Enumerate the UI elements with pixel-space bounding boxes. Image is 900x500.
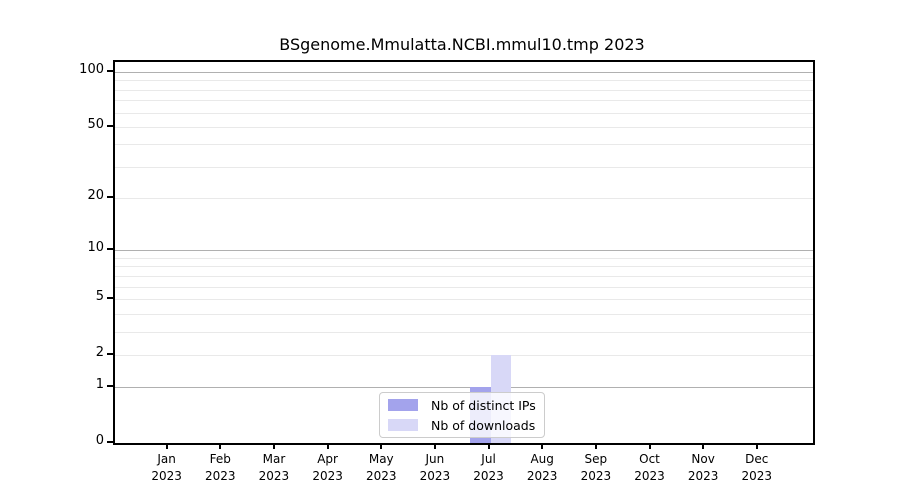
y-gridline-minor <box>115 89 813 91</box>
x-tick <box>326 443 329 449</box>
legend-item-distinct-ips: Nb of distinct IPs <box>388 397 536 413</box>
legend-item-downloads: Nb of downloads <box>388 417 536 433</box>
y-gridline-minor <box>115 286 813 288</box>
x-tick <box>433 443 436 449</box>
x-tick-year: 2023 <box>687 469 719 483</box>
y-gridline-minor <box>115 144 813 146</box>
y-tick <box>107 124 113 127</box>
x-tick-label: Apr 2023 <box>298 451 358 485</box>
x-tick-label: Aug 2023 <box>512 451 572 485</box>
x-tick-label: Mar 2023 <box>244 451 304 485</box>
x-tick-month: Aug <box>530 452 554 466</box>
y-gridline-minor <box>115 257 813 259</box>
x-tick-year: 2023 <box>526 469 558 483</box>
y-tick-label: 50 <box>87 116 104 132</box>
y-tick <box>107 70 113 72</box>
y-gridline-major <box>115 72 813 73</box>
x-tick-year: 2023 <box>151 469 182 483</box>
y-tick <box>107 352 113 355</box>
y-gridline-minor <box>115 298 813 300</box>
x-tick <box>219 443 222 449</box>
x-tick-label: Jul 2023 <box>459 451 519 485</box>
x-tick-month: Dec <box>745 452 769 466</box>
x-tick-label: May 2023 <box>351 451 411 485</box>
y-tick <box>107 248 113 251</box>
y-tick-label: 2 <box>95 344 104 360</box>
y-gridline-minor <box>115 112 813 114</box>
x-tick-month: Jul <box>481 452 496 466</box>
x-tick-year: 2023 <box>258 469 290 483</box>
y-gridline-minor <box>115 313 813 315</box>
x-tick <box>487 443 490 449</box>
y-tick <box>107 296 113 299</box>
legend-label-distinct-ips: Nb of distinct IPs <box>431 397 536 413</box>
x-tick-label: Feb 2023 <box>190 451 250 485</box>
x-tick-label: Jan 2023 <box>137 451 197 485</box>
x-tick-month: Apr <box>317 452 338 466</box>
x-tick-month: Mar <box>262 452 286 466</box>
chart-title: BSgenome.Mmulatta.NCBI.mmul10.tmp 2023 <box>279 35 645 54</box>
x-tick <box>380 443 383 449</box>
x-tick <box>594 443 597 449</box>
y-gridline-minor <box>115 100 813 102</box>
y-gridline-major <box>115 250 813 252</box>
x-tick-month: Sep <box>584 452 608 466</box>
x-tick-month: Jan <box>157 452 176 466</box>
y-tick <box>107 385 113 388</box>
x-tick-month: Jun <box>425 452 445 466</box>
x-tick-year: 2023 <box>419 469 451 483</box>
y-tick-label: 10 <box>87 240 104 256</box>
x-tick-year: 2023 <box>365 469 397 483</box>
x-tick <box>755 443 758 449</box>
legend-label-downloads: Nb of downloads <box>431 417 536 433</box>
x-tick-year: 2023 <box>741 469 773 483</box>
x-tick-label: Jun 2023 <box>405 451 465 485</box>
y-gridline-major <box>115 387 813 389</box>
x-tick-label: Dec 2023 <box>727 451 787 485</box>
y-gridline-minor <box>115 126 813 128</box>
y-tick-label: 5 <box>95 288 104 304</box>
y-tick <box>107 196 113 199</box>
y-gridline-minor <box>115 275 813 277</box>
y-gridline-minor <box>115 331 813 333</box>
y-tick <box>107 441 113 443</box>
x-tick-month: May <box>368 452 394 466</box>
legend-swatch-distinct-ips <box>388 399 418 411</box>
y-tick-label: 20 <box>87 188 104 204</box>
x-tick-year: 2023 <box>634 469 665 483</box>
x-tick-label: Nov 2023 <box>673 451 733 485</box>
plot-area: Nb of distinct IPs Nb of downloads <box>113 60 815 445</box>
y-tick-label: 0 <box>95 433 104 448</box>
x-tick-year: 2023 <box>312 469 343 483</box>
x-tick-label: Oct 2023 <box>620 451 680 485</box>
y-gridline-minor <box>115 198 813 200</box>
y-gridline-minor <box>115 354 813 356</box>
x-tick-year: 2023 <box>580 469 612 483</box>
x-tick <box>702 443 705 449</box>
x-tick-month: Feb <box>209 452 231 466</box>
y-gridline-minor <box>115 80 813 82</box>
x-tick <box>541 443 544 449</box>
x-tick <box>272 443 275 449</box>
x-tick-month: Nov <box>691 452 715 466</box>
legend-swatch-downloads <box>388 419 418 431</box>
x-tick-month: Oct <box>639 452 660 466</box>
legend: Nb of distinct IPs Nb of downloads <box>379 392 545 438</box>
x-tick <box>165 443 168 449</box>
y-gridline-minor <box>115 166 813 168</box>
x-tick <box>648 443 651 449</box>
y-tick-label: 100 <box>79 62 104 77</box>
y-gridline-minor <box>115 266 813 268</box>
x-tick-label: Sep 2023 <box>566 451 626 485</box>
x-tick-year: 2023 <box>205 469 236 483</box>
y-tick-label: 1 <box>95 377 104 393</box>
x-tick-year: 2023 <box>473 469 504 483</box>
